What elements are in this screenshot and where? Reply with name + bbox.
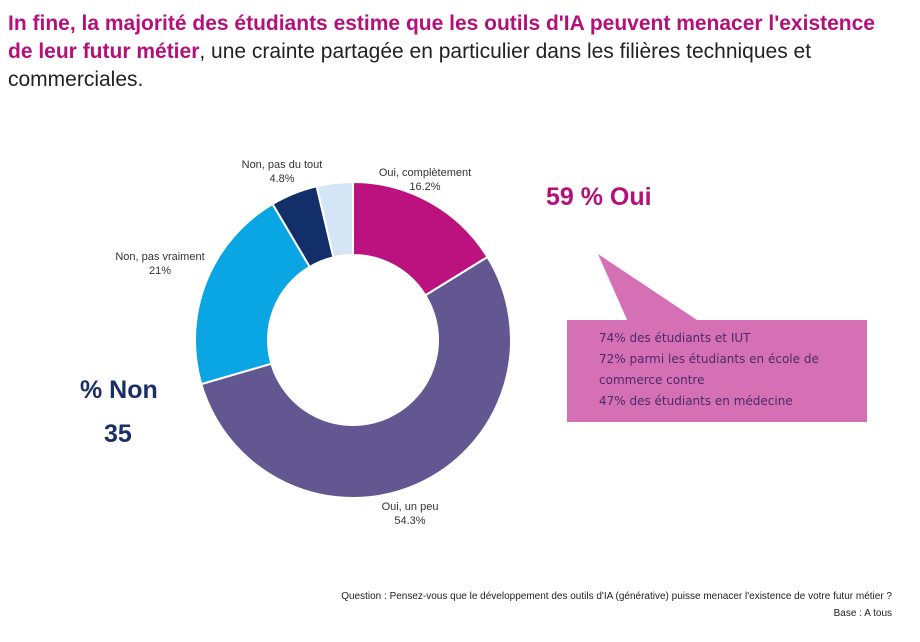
footer-question: Question : Pensez-vous que le développem… <box>341 591 892 602</box>
callout-box: 74% des étudiants et IUT 72% parmi les é… <box>567 320 867 422</box>
footer-base: Base : A tous <box>833 608 892 619</box>
non-label: % Non <box>80 376 158 404</box>
oui-total: 59 % Oui <box>546 183 652 211</box>
slice-1 <box>200 255 512 499</box>
headline: In fine, la majorité des étudiants estim… <box>8 12 875 91</box>
callout-pointer <box>598 254 700 322</box>
non-value: 35 <box>104 420 132 448</box>
slice-4 <box>315 180 354 259</box>
label-oui-un-peu: Oui, un peu 54.3% <box>381 501 439 527</box>
label-non-pas-du-tout: Non, pas du tout 4.8% <box>241 159 323 185</box>
slice-2 <box>194 202 312 386</box>
label-oui-completement: Oui, complètement 16.2% <box>378 167 472 193</box>
label-non-pas-vraiment: Non, pas vraiment 21% <box>115 251 205 277</box>
